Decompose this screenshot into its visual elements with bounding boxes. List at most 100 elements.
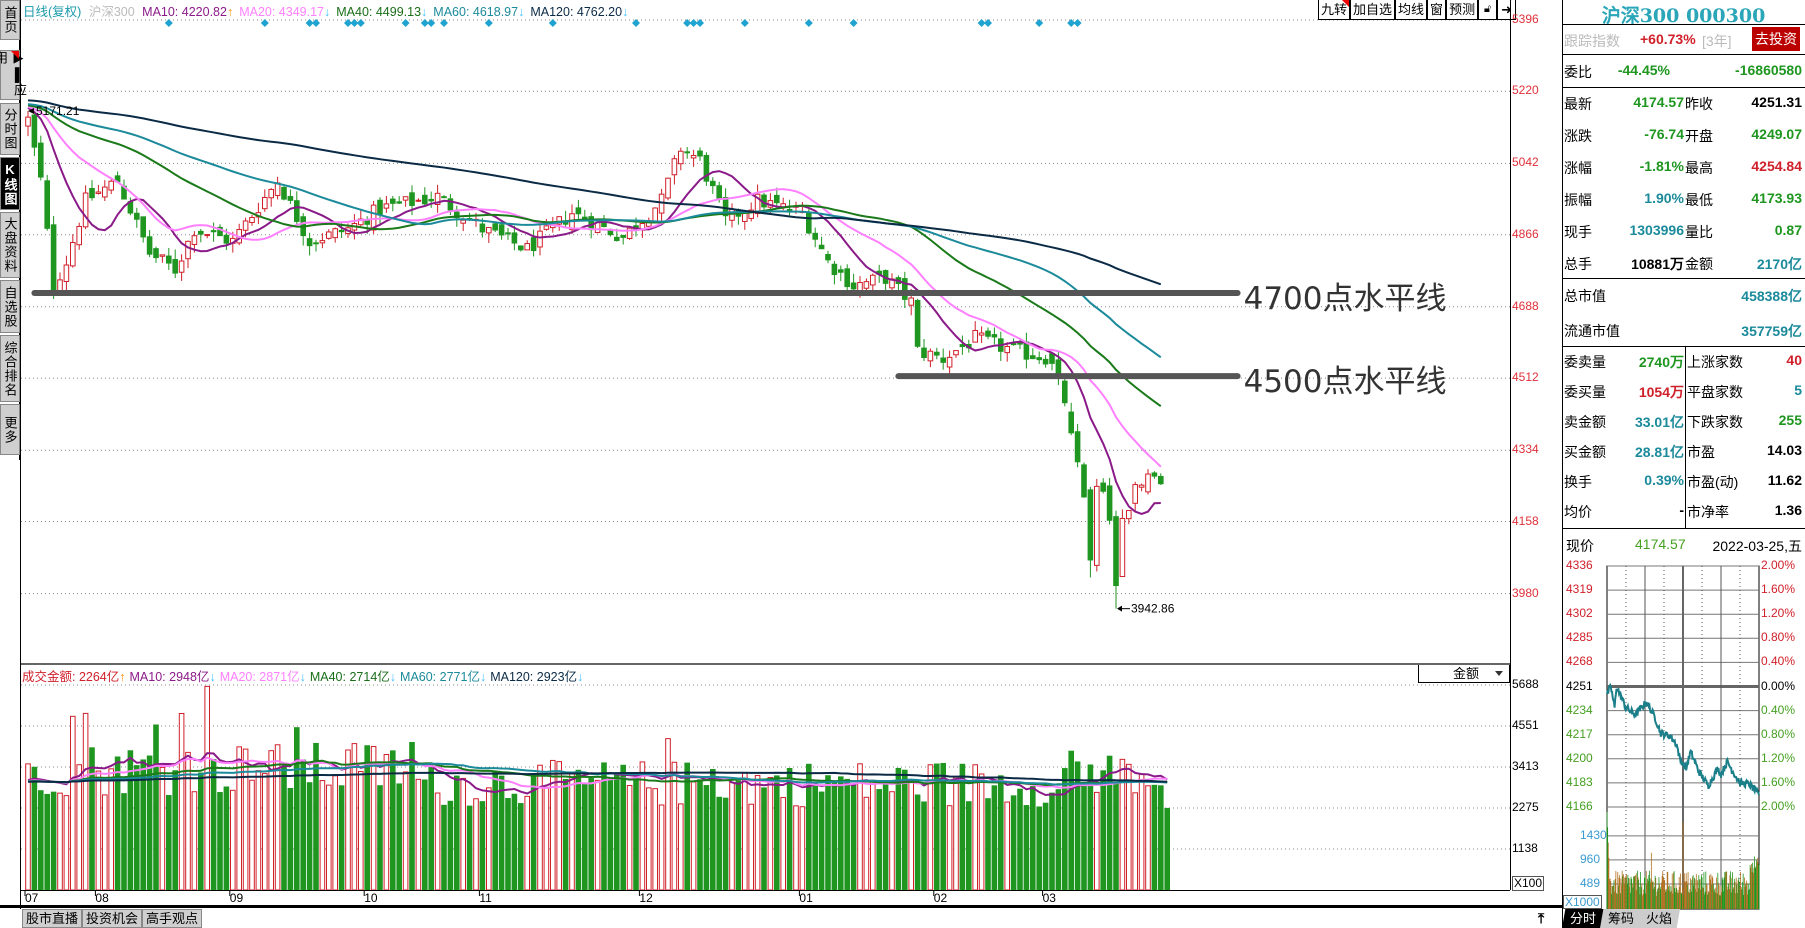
candle-down[interactable] — [1049, 353, 1055, 364]
candle-up[interactable] — [543, 225, 550, 230]
candle-down[interactable] — [716, 185, 723, 199]
bottom-tab[interactable]: 高手观点 — [142, 909, 203, 928]
candle-down[interactable] — [89, 187, 95, 199]
candle-down[interactable] — [364, 219, 370, 225]
kline-chart[interactable]: 5171.21 3942.86 — [0, 0, 1562, 928]
candle-up[interactable] — [249, 216, 255, 223]
candle-up[interactable] — [332, 228, 338, 239]
sidebar-item[interactable]: 大盘资料 — [0, 212, 20, 278]
candle-down[interactable] — [31, 114, 38, 148]
candle-up[interactable] — [434, 192, 441, 205]
candle-down[interactable] — [210, 230, 217, 233]
candle-up[interactable] — [1094, 485, 1100, 566]
candle-up[interactable] — [1126, 510, 1132, 520]
candle-down[interactable] — [1106, 485, 1113, 521]
candle-down[interactable] — [1074, 431, 1081, 463]
candle-down[interactable] — [428, 198, 434, 202]
candle-up[interactable] — [1119, 517, 1126, 578]
candle-down[interactable] — [902, 278, 908, 300]
toolbar-button[interactable]: 均线 — [1395, 0, 1428, 20]
candle-up[interactable] — [870, 274, 876, 286]
candle-down[interactable] — [1100, 482, 1107, 492]
arrow-right-bar-icon[interactable]: ➜ — [1497, 0, 1517, 20]
candle-up[interactable] — [108, 180, 115, 191]
invest-button[interactable]: 去投资 — [1752, 27, 1800, 51]
candle-down[interactable] — [44, 180, 51, 229]
candle-up[interactable] — [460, 219, 466, 224]
candle-up[interactable] — [95, 191, 102, 194]
candle-down[interactable] — [921, 347, 927, 359]
sidebar-item[interactable]: 更多 — [0, 404, 20, 455]
candle-up[interactable] — [524, 243, 531, 251]
pane-divider[interactable] — [21, 663, 1510, 665]
candle-down[interactable] — [934, 351, 940, 356]
candle-down[interactable] — [377, 199, 383, 215]
candle-up[interactable] — [671, 158, 678, 176]
candle-down[interactable] — [786, 208, 793, 211]
candle-down[interactable] — [1151, 472, 1158, 477]
candle-down[interactable] — [172, 259, 178, 274]
candle-down[interactable] — [498, 224, 505, 236]
candle-up[interactable] — [927, 350, 934, 362]
candle-up[interactable] — [946, 356, 953, 368]
candle-down[interactable] — [985, 330, 991, 337]
candle-up[interactable] — [863, 281, 870, 289]
candle-down[interactable] — [850, 282, 857, 290]
candle-down[interactable] — [614, 236, 620, 241]
candle-up[interactable] — [972, 329, 979, 343]
candle-up[interactable] — [537, 230, 543, 248]
candle-down[interactable] — [684, 151, 691, 154]
candle-down[interactable] — [153, 248, 159, 259]
candle-up[interactable] — [953, 350, 959, 356]
candle-down[interactable] — [396, 201, 402, 204]
bottom-tab[interactable]: 股市直播 — [22, 909, 83, 928]
candle-up[interactable] — [102, 186, 108, 198]
intraday-chart[interactable] — [1562, 555, 1805, 910]
candle-down[interactable] — [1010, 343, 1017, 346]
candle-up[interactable] — [370, 204, 377, 231]
candle-down[interactable] — [281, 186, 287, 200]
candle-down[interactable] — [518, 245, 524, 251]
toolbar-button[interactable]: 预测 — [1446, 0, 1479, 20]
candle-down[interactable] — [441, 196, 447, 199]
candle-up[interactable] — [191, 235, 198, 245]
candle-down[interactable] — [806, 212, 812, 234]
candle-up[interactable] — [268, 188, 274, 199]
candle-down[interactable] — [50, 224, 57, 291]
candle-down[interactable] — [511, 232, 518, 244]
candle-up[interactable] — [1145, 473, 1151, 493]
candle-up[interactable] — [1004, 345, 1011, 354]
candle-up[interactable] — [242, 220, 249, 231]
candle-down[interactable] — [1087, 489, 1094, 561]
candle-up[interactable] — [748, 209, 755, 219]
candle-up[interactable] — [415, 199, 422, 202]
candle-down[interactable] — [620, 234, 627, 238]
candle-down[interactable] — [1042, 358, 1049, 365]
candle-down[interactable] — [1030, 355, 1036, 360]
candle-down[interactable] — [838, 269, 844, 273]
candle-down[interactable] — [1036, 357, 1043, 361]
candle-up[interactable] — [76, 225, 83, 246]
candle-up[interactable] — [402, 196, 409, 201]
candle-down[interactable] — [530, 237, 537, 252]
candle-down[interactable] — [313, 242, 319, 245]
sidebar-item[interactable]: K线图 — [0, 157, 20, 210]
sidebar-item[interactable]: 分时图 — [0, 103, 20, 155]
candle-down[interactable] — [959, 344, 966, 348]
candle-up[interactable] — [665, 177, 671, 199]
candle-up[interactable] — [262, 196, 268, 210]
candle-down[interactable] — [454, 211, 460, 219]
candle-down[interactable] — [390, 198, 396, 204]
toolbar-button[interactable]: 加自选 — [1350, 0, 1396, 20]
candle-down[interactable] — [818, 244, 825, 250]
candle-up[interactable] — [978, 332, 985, 336]
candle-down[interactable] — [812, 232, 819, 240]
candle-down[interactable] — [492, 223, 498, 231]
sidebar-item[interactable]: 综合排名 — [0, 335, 20, 402]
candle-down[interactable] — [447, 198, 454, 211]
candle-up[interactable] — [25, 116, 31, 127]
candle-up[interactable] — [594, 222, 601, 234]
candle-up[interactable] — [754, 193, 761, 215]
candle-up[interactable] — [70, 241, 76, 267]
candle-up[interactable] — [159, 254, 166, 257]
